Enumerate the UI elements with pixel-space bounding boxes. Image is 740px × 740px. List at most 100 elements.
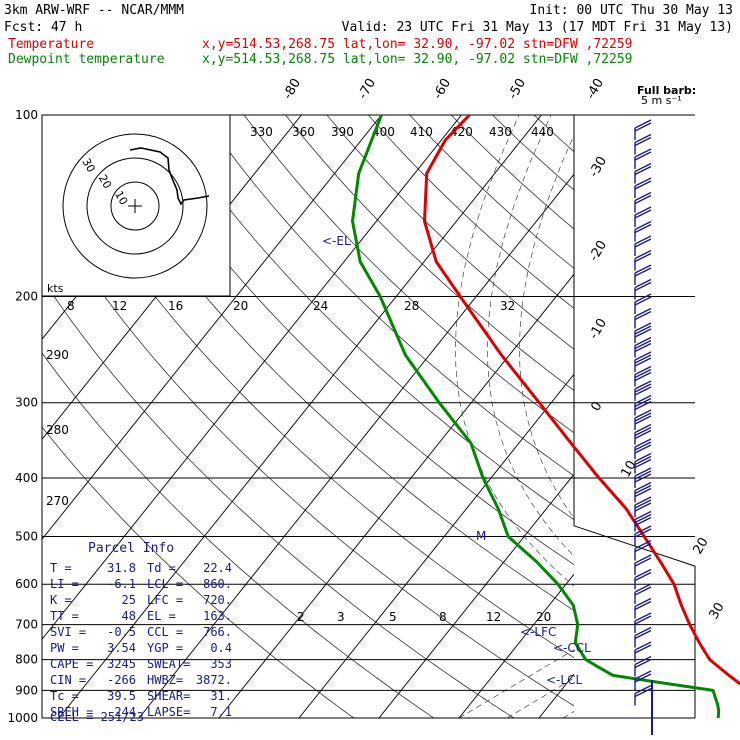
dry-adiabat [700,115,740,718]
parcel-param-name: Tc = [50,689,79,703]
wind-barb [634,670,652,691]
pressure-label: 500 [15,529,38,543]
theta-label: 330 [250,125,273,139]
wind-barb [634,133,652,155]
wind-barb [634,626,652,648]
parcel-param-value: 3245 [107,657,136,671]
parcel-level-annotations: <-EL <-LFC <-CCL <-LCL M [322,234,591,687]
dry-adiabat [119,115,574,718]
parcel-param-name: PW = [50,641,79,655]
hodograph-ring [110,181,160,231]
cell-motion: CELL = 251/23 [50,710,144,724]
level-annotation: <-EL [322,234,351,248]
parcel-param-value: 766. [203,625,232,639]
parcel-param-value: -266 [107,673,136,687]
parcel-param-value: -6.1 [107,577,136,591]
hodograph-ring-label: 10 [112,189,130,208]
dry-adiabat [42,115,515,718]
level-annotation: <-LCL [546,673,582,687]
wind-barb [634,351,652,372]
mixing-ratio-line [506,464,574,718]
isotherm [58,115,542,718]
wind-barb [634,452,652,474]
dewpoint-legend: Dewpoint temperature [8,52,165,67]
parcel-param-value: 720. [203,593,232,607]
parcel-param-name: EL = [147,609,176,623]
wind-barb [634,264,652,285]
hodograph-trace [129,147,210,206]
wind-barb [634,496,652,517]
wind-barb [634,307,652,329]
wind-legend: Full barb: [637,84,696,97]
parcel-param-value: 244 [114,705,136,719]
wind-barb [634,380,652,401]
parcel-param-value: 3.54 [107,641,136,655]
temperature-profile [423,113,740,686]
dry-adiabat [42,115,435,718]
pressure-label: 900 [15,683,38,697]
parcel-param-name: Td = [147,561,176,575]
pressure-label: 1000 [7,711,38,725]
isotherm-label: -20 [586,238,610,264]
dry-adiabat [42,115,574,718]
parcel-param-name: CIN = [50,673,86,687]
wind-barb [634,394,652,416]
wind-barb [634,119,652,140]
level-annotation: M [476,529,486,543]
mixing-ratio-line [458,464,574,718]
isotherm-label: 20 [690,535,711,557]
hodograph-speed-label: 16 [168,299,183,313]
theta-label: 410 [410,125,433,139]
dewpoint-location: x,y=514.53,268.75 lat,lon= 32.90, -97.02… [202,52,632,67]
mixing-ratio-label: 8 [439,610,447,624]
isotherm-label: 0 [588,399,605,414]
pressure-label: 200 [15,290,38,304]
parcel-param-value: 39.5 [107,689,136,703]
parcel-param-name: LFC = [147,593,183,607]
parcel-param-value: -0.5 [107,625,136,639]
parcel-info-panel: Parcel Info T = 31.8 Td = 22.4 LI = -6.1 LCL =… [50,541,232,724]
parcel-param-name: CCL = [147,625,183,639]
parcel-param-name: LAPSE= [147,705,190,719]
moist-adiabat [487,115,574,718]
pressure-label: 800 [15,653,38,667]
parcel-param-name: K = [50,593,72,607]
wind-barb [634,467,652,488]
dewpoint-profile [351,114,721,719]
dry-adiabat [202,115,574,718]
pressure-label: 300 [15,396,38,410]
isotherm [42,115,382,718]
parcel-param-name: CAPE = [50,657,93,671]
wind-barb [634,177,652,198]
hodograph-ring [62,133,208,279]
theta-label: 280 [46,423,69,437]
wind-barb [634,322,652,343]
parcel-param-value: 860. [203,577,232,591]
wind-barb [634,554,652,575]
wind-legend-units: 5 m s⁻¹ [641,94,682,107]
wind-barb [634,336,652,358]
hodograph-speed-label: 20 [233,299,248,313]
theta-label: 440 [531,125,554,139]
parcel-param-value: 25 [122,593,136,607]
wind-barb [634,423,652,445]
parcel-param-name: LCL = [147,577,183,591]
moist-adiabat [519,115,574,718]
parcel-param-name: SVI = [50,625,86,639]
pressure-label: 700 [15,618,38,632]
parcel-param-name: HWBZ= [147,673,183,687]
parcel-param-value: 48 [122,609,136,623]
isotherm [699,115,740,718]
parcel-param-value: 31.8 [107,561,136,575]
isotherm-label: -70 [355,76,379,102]
wind-barb [634,481,652,503]
dry-adiabat [243,115,574,718]
parcel-param-value: 3872. [196,673,232,687]
sounding-profiles [351,113,740,719]
wind-barb [634,612,652,633]
wind-barb [634,583,652,604]
parcel-param-name: TT = [50,609,79,623]
wind-barb [634,409,652,430]
isotherm [138,115,574,718]
